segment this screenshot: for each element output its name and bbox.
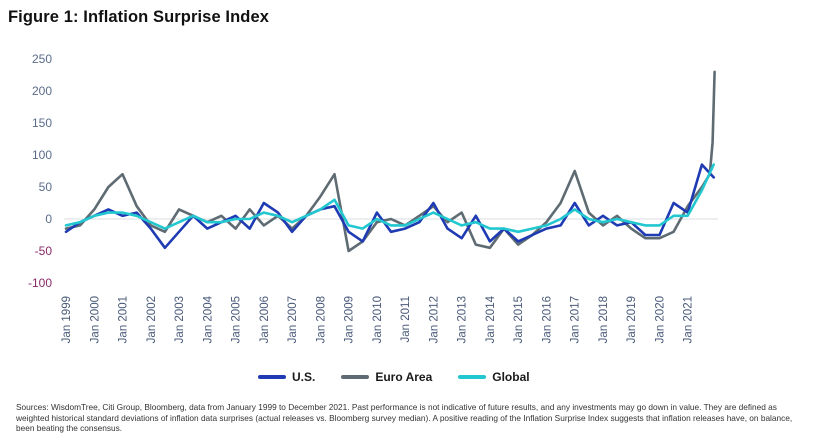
x-tick-label: Jan 2017 [570,296,582,343]
y-tick-label: -50 [35,244,53,258]
x-tick-label: Jan 2008 [315,296,327,343]
x-tick-label: Jan 2011 [400,296,412,342]
x-tick-label: Jan 2015 [513,296,525,343]
x-tick-label: Jan 2003 [174,296,186,343]
x-tick-label: Jan 2013 [457,296,469,343]
x-tick-label: Jan 2016 [541,296,553,343]
legend-item-global: Global [458,370,530,384]
x-tick-label: Jan 2014 [485,295,497,343]
x-tick-label: Jan 2009 [344,296,356,343]
x-tick-label: Jan 2006 [259,296,271,343]
legend-swatch-global [458,375,487,379]
x-tick-label: Jan 2020 [654,296,666,343]
legend-swatch-us [258,375,286,379]
chart-title: Figure 1: Inflation Surprise Index [8,8,270,26]
x-tick-label: Jan 2005 [231,296,243,343]
y-tick-label: 250 [32,52,52,66]
x-tick-label: Jan 2021 [683,296,695,343]
y-tick-label: 200 [32,84,52,98]
legend-label-global: Global [492,370,530,384]
x-tick-label: Jan 2001 [118,296,130,343]
x-tick-label: Jan 2012 [428,296,440,343]
x-tick-label: Jan 2002 [146,296,158,343]
y-tick-label: 100 [32,148,52,162]
legend-item-euro-area: Euro Area [341,370,432,384]
x-tick-label: Jan 2000 [89,296,101,343]
x-tick-label: Jan 2010 [372,296,384,343]
x-tick-label: Jan 1999 [61,296,73,343]
y-tick-label: 0 [45,212,52,226]
y-tick-label: 50 [39,180,53,194]
legend-label-euro-area: Euro Area [375,370,433,384]
x-tick-label: Jan 2019 [626,296,638,343]
chart-legend: U.S. Euro Area Global [258,370,530,384]
source-footnote: Sources: WisdomTree, Citi Group, Bloombe… [16,402,793,434]
legend-label-us: U.S. [292,370,316,384]
legend-item-us: U.S. [258,370,315,384]
series-line-u-s [64,163,716,250]
x-tick-label: Jan 2004 [202,295,214,343]
y-tick-label: 150 [32,116,52,130]
x-tick-label: Jan 2018 [598,296,610,343]
legend-swatch-euro-area [341,375,370,379]
y-tick-label: -100 [28,276,52,290]
series-line-global [64,163,716,234]
x-tick-label: Jan 2007 [287,296,299,343]
